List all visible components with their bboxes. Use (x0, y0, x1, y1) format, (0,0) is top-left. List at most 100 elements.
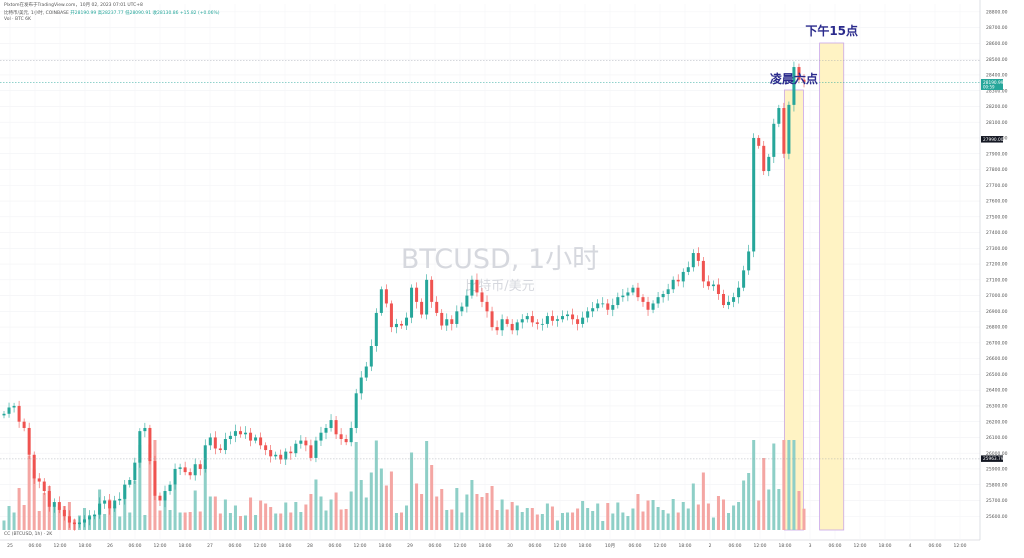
candle-body (284, 451, 288, 460)
candle (455, 305, 459, 328)
ohlc-readout: 开28190.99 高28237.77 低28090.91 收28130.86 … (70, 11, 220, 16)
volume-bar (465, 494, 469, 530)
volume-bar (571, 512, 575, 530)
candle (213, 431, 217, 455)
candle-body (238, 431, 242, 435)
candle-body (606, 303, 610, 310)
volume-bar (586, 508, 590, 530)
candle-body (344, 439, 348, 443)
x-tick-label: 12:00 (654, 543, 667, 549)
candle-body (641, 297, 645, 302)
x-tick-label: 06:00 (229, 543, 242, 549)
volume-bar (399, 512, 403, 530)
x-tick-label: 06:00 (29, 543, 42, 549)
candle-body (465, 295, 469, 307)
candle-body (716, 284, 720, 295)
volume-bar (394, 513, 398, 530)
y-tick-label: 27000.00 (986, 293, 1008, 299)
volume-bar (470, 480, 474, 530)
volume-bar (168, 510, 172, 530)
candle (274, 451, 278, 460)
y-tick-label: 28100.00 (986, 120, 1008, 126)
candle-body (772, 123, 776, 157)
x-tick-label: 18:00 (579, 543, 592, 549)
y-tick-label: 28300.00 (986, 88, 1008, 94)
candle (344, 434, 348, 446)
candle (545, 312, 549, 328)
volume-bar (158, 510, 162, 530)
x-tick-label: 18:00 (479, 543, 492, 549)
candle-body (349, 427, 353, 443)
volume-bar (203, 465, 207, 530)
y-tick-label: 28700.00 (986, 25, 1008, 31)
candle (173, 463, 177, 490)
candle-body (787, 104, 791, 154)
candle-body (319, 432, 323, 441)
candle (591, 302, 595, 318)
x-tick-label: 06:00 (529, 543, 542, 549)
volume-bar (797, 491, 801, 530)
volume-bar (369, 472, 373, 530)
volume-readout: Vol · BTC 6K (4, 17, 31, 22)
candle (108, 494, 112, 515)
candle (560, 310, 564, 323)
volume-bar (611, 513, 615, 530)
volume-bar (108, 499, 112, 530)
candle-body (802, 79, 806, 83)
candle-body (515, 322, 519, 331)
candle (309, 439, 313, 462)
candle-body (666, 289, 670, 295)
y-tick-label: 26000.00 (986, 451, 1008, 457)
candle-body (249, 432, 253, 441)
candle (656, 291, 660, 308)
volume-bar (148, 444, 152, 530)
volume-bar (560, 513, 564, 530)
annotation-6am: 凌晨六点 (770, 71, 818, 86)
volume-bar (425, 441, 429, 530)
candle-body (118, 498, 122, 501)
candle (465, 289, 469, 313)
volume-bar (530, 508, 534, 530)
candle-body (747, 251, 751, 271)
candle (389, 300, 393, 333)
candle (259, 432, 263, 450)
candle-body (767, 156, 771, 172)
x-tick-label: 06:00 (929, 543, 942, 549)
volume-bar (606, 503, 610, 530)
volume-bar (752, 440, 756, 530)
candle-body (797, 67, 801, 80)
candle-body (304, 440, 308, 446)
x-tick-label: 27 (207, 543, 213, 549)
candle (515, 319, 519, 336)
candle (399, 320, 403, 329)
volume-bar (27, 455, 31, 530)
candle-body (148, 427, 152, 462)
volume-bar (228, 513, 232, 530)
volume-bar (636, 494, 640, 530)
volume-bar (490, 486, 494, 530)
y-tick-label: 27800.00 (986, 167, 1008, 173)
candle-body (394, 323, 398, 328)
candle (410, 284, 414, 324)
candle (535, 319, 539, 330)
candle (711, 280, 715, 291)
candle-body (384, 289, 388, 304)
candle (7, 402, 11, 418)
y-tick-label: 27300.00 (986, 246, 1008, 252)
candle (82, 515, 87, 528)
candle-body (485, 301, 489, 312)
candle-body (364, 366, 368, 378)
candle (208, 433, 212, 451)
volume-bar (57, 506, 61, 530)
candle-body (445, 319, 449, 326)
volume-bar (374, 440, 378, 530)
candle-body (374, 312, 378, 347)
candle (198, 460, 202, 476)
x-tick-label: 4 (909, 543, 912, 549)
candle-body (545, 316, 549, 324)
candle (103, 496, 107, 509)
candle-body (133, 462, 137, 480)
candle (324, 424, 328, 440)
price-label: 27990.00 (983, 137, 1004, 143)
